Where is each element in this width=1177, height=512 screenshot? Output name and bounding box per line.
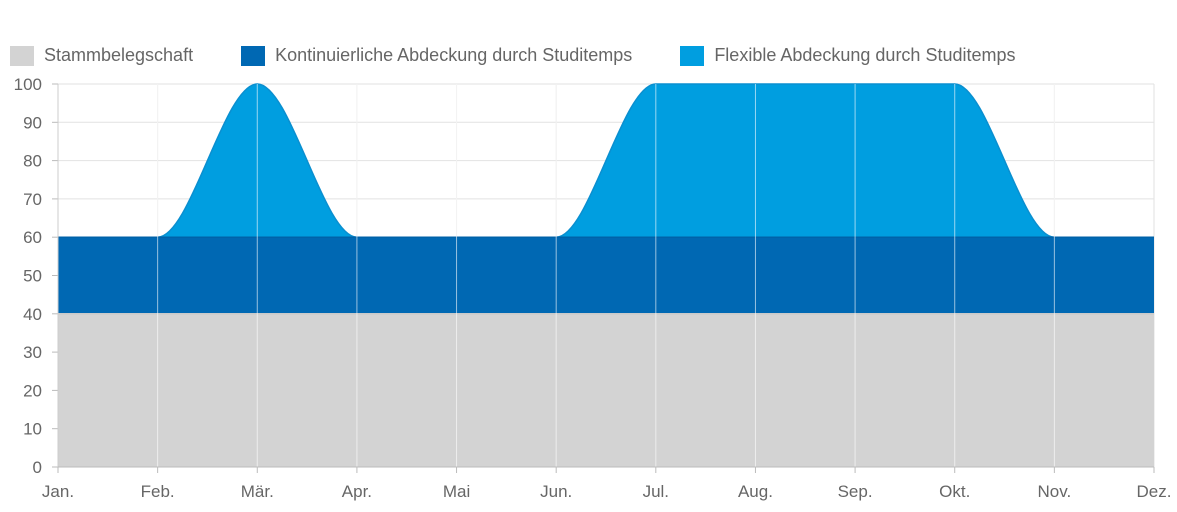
chart-legend: Stammbelegschaft Kontinuierliche Abdecku… <box>10 45 1064 66</box>
legend-item-kontinuierlich[interactable]: Kontinuierliche Abdeckung durch Studitem… <box>241 45 632 66</box>
y-tick-label: 20 <box>23 381 42 400</box>
area-stammbelegschaft <box>58 313 1154 467</box>
legend-swatch-kontinuierlich <box>241 45 266 66</box>
legend-swatch-stammbelegschaft <box>10 45 34 66</box>
x-tick-label: Aug. <box>738 482 773 501</box>
x-tick-label: Apr. <box>342 482 372 501</box>
legend-item-stammbelegschaft[interactable]: Stammbelegschaft <box>10 45 193 66</box>
y-tick-label: 100 <box>14 75 42 94</box>
x-tick-label: Jun. <box>540 482 572 501</box>
axes: 0 10 20 30 40 50 60 70 80 90 100 Jan. Feb. Mär. Apr. Ma… <box>14 75 1172 501</box>
x-tick-label: Okt. <box>939 482 970 501</box>
x-tick-label: Feb. <box>141 482 175 501</box>
month-lines <box>157 84 1055 467</box>
legend-label-flexibel: Flexible Abdeckung durch Studitemps <box>714 45 1016 65</box>
legend-label-stammbelegschaft: Stammbelegschaft <box>44 45 194 65</box>
y-tick-label: 40 <box>23 305 42 324</box>
x-tick-label: Dez. <box>1137 482 1172 501</box>
x-tick-label: Jul. <box>643 482 669 501</box>
x-tick-label: Mär. <box>241 482 274 501</box>
x-tick-label: Nov. <box>1038 482 1072 501</box>
y-tick-label: 30 <box>23 343 42 362</box>
y-tick-label: 70 <box>23 190 42 209</box>
x-tick-label: Mai <box>443 482 470 501</box>
y-tick-label: 0 <box>33 458 42 477</box>
y-tick-label: 60 <box>23 228 42 247</box>
legend-item-flexibel[interactable]: Flexible Abdeckung durch Studitemps <box>680 45 1016 66</box>
y-tick-label: 80 <box>23 152 42 171</box>
x-tick-label: Jan. <box>42 482 74 501</box>
line-flexibel <box>58 83 1155 238</box>
y-tick-label: 50 <box>23 267 42 286</box>
legend-swatch-flexibel <box>680 45 705 66</box>
legend-label-kontinuierlich: Kontinuierliche Abdeckung durch Studitem… <box>275 45 633 65</box>
y-tick-label: 10 <box>23 420 42 439</box>
area-layer <box>58 83 1155 467</box>
x-tick-label: Sep. <box>838 482 873 501</box>
y-tick-label: 90 <box>23 113 42 132</box>
